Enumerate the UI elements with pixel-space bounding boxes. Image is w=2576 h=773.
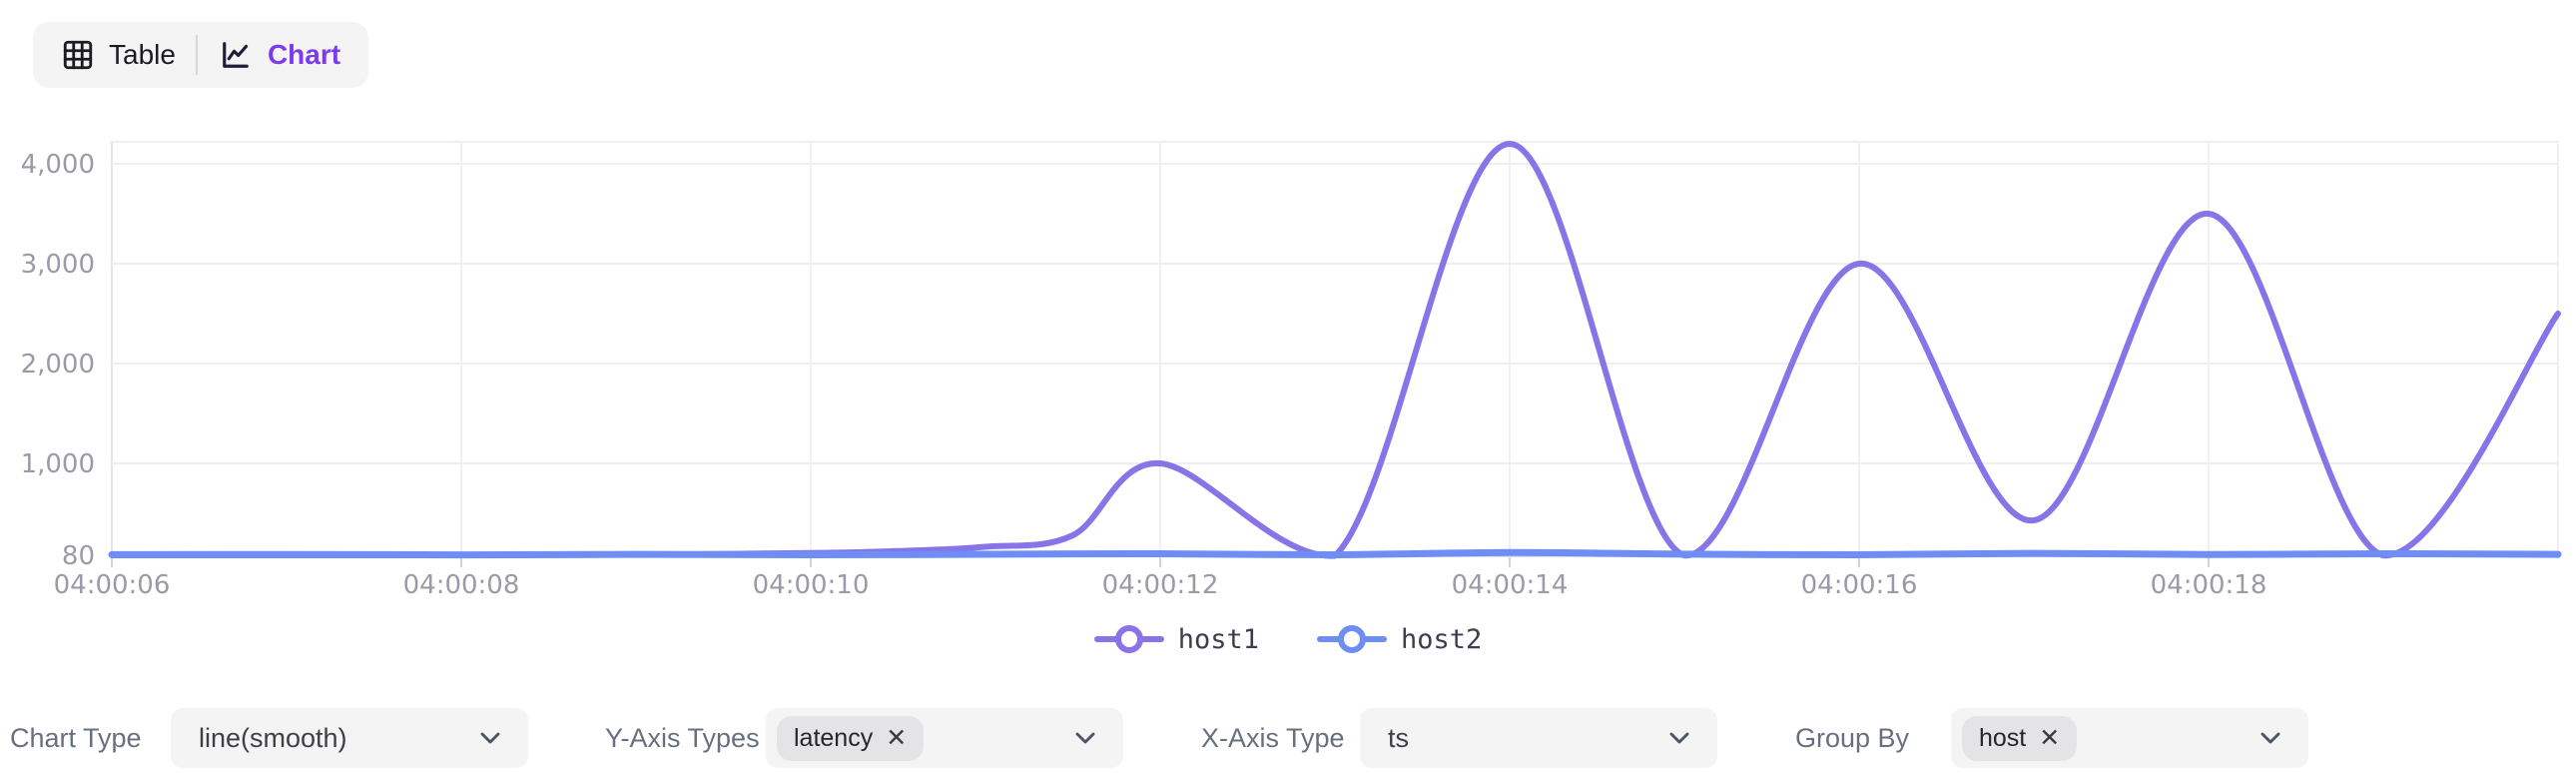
group-by-select[interactable]: host ✕ — [1951, 708, 2308, 768]
y-axis-tick-label: 80 — [62, 541, 95, 571]
table-view-button[interactable]: Table — [41, 22, 196, 88]
chart-legend: host1 host2 — [0, 611, 2576, 667]
selected-value: line(smooth) — [199, 722, 347, 753]
chevron-down-icon — [1669, 732, 1689, 744]
table-icon — [63, 40, 93, 70]
x-axis-tick-label: 04:00:14 — [1452, 570, 1569, 600]
line-chart: 80 1,000 2,000 3,000 4,000 04:00:06 04:00:08 04… — [21, 141, 2562, 600]
x-axis-tick-label: 04:00:10 — [753, 570, 870, 600]
view-toggle: Table Chart — [33, 22, 369, 88]
x-axis-tick-label: 04:00:06 — [54, 570, 171, 600]
x-axis-type-label: X-Axis Type — [1201, 723, 1345, 753]
tag-label: latency — [794, 723, 874, 752]
chart-view-label: Chart — [267, 39, 341, 70]
x-axis-tick-label: 04:00:08 — [403, 570, 520, 600]
legend-marker-icon — [1093, 625, 1164, 653]
y-axis-tick-label: 3,000 — [21, 250, 95, 280]
chevron-down-icon — [480, 732, 500, 744]
y-axis-types-select[interactable]: latency ✕ — [766, 708, 1123, 768]
selected-tag: host ✕ — [1962, 715, 2078, 761]
legend-item-host1[interactable]: host1 — [1093, 621, 1259, 657]
chart-type-select[interactable]: line(smooth) — [171, 708, 528, 768]
x-axis-tick-label: 04:00:18 — [2151, 570, 2267, 600]
legend-item-host2[interactable]: host2 — [1317, 621, 1482, 657]
y-axis-types-label: Y-Axis Types — [605, 723, 760, 753]
series-line-host1 — [109, 141, 2561, 559]
selected-tag: latency ✕ — [777, 715, 925, 761]
tag-label: host — [1979, 723, 2027, 752]
y-axis-tick-label: 2,000 — [21, 350, 95, 380]
legend-label: host2 — [1401, 623, 1483, 655]
chart-controls: Chart Type line(smooth) Y-Axis Types late… — [0, 708, 2576, 768]
line-chart-icon — [223, 42, 249, 68]
remove-tag-icon[interactable]: ✕ — [886, 723, 908, 752]
x-axis-type-select[interactable]: ts — [1360, 708, 1717, 768]
series-line-host2 — [108, 548, 2562, 559]
y-axis-tick-label: 4,000 — [21, 150, 95, 180]
chevron-down-icon — [1075, 732, 1095, 744]
y-axis-tick-label: 1,000 — [21, 449, 95, 479]
legend-marker-icon — [1317, 625, 1387, 653]
remove-tag-icon[interactable]: ✕ — [2039, 723, 2061, 752]
chevron-down-icon — [2260, 732, 2280, 744]
legend-label: host1 — [1177, 623, 1259, 655]
x-axis-tick-label: 04:00:16 — [1801, 570, 1918, 600]
chart-view-button[interactable]: Chart — [198, 22, 360, 88]
selected-value: ts — [1388, 722, 1410, 753]
group-by-label: Group By — [1795, 723, 1910, 753]
chart-type-label: Chart Type — [10, 723, 142, 753]
table-view-label: Table — [109, 39, 176, 70]
toggle-divider — [195, 35, 198, 75]
x-axis-tick-label: 04:00:12 — [1102, 570, 1219, 600]
